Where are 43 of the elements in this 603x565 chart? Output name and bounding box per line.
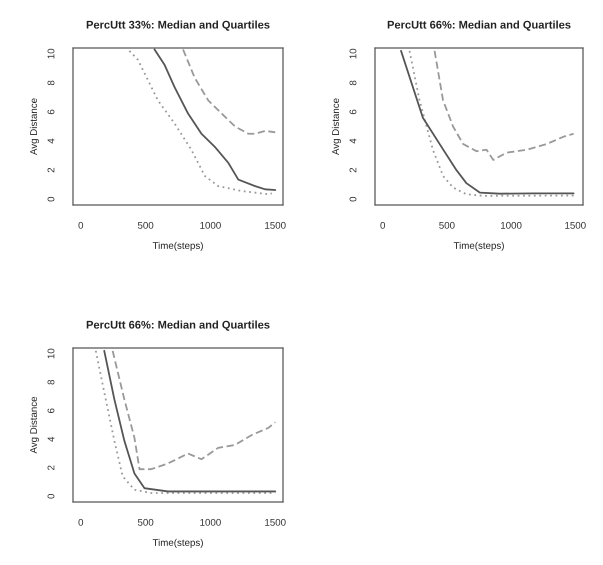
x-tick-label: 1000 bbox=[200, 518, 221, 526]
y-tick-label: 4 bbox=[350, 138, 356, 144]
y-axis-title: Avg Distance bbox=[30, 98, 39, 156]
x-tick-label: 0 bbox=[78, 518, 84, 526]
x-axis-title: Time(steps) bbox=[152, 242, 203, 251]
y-tick-label: 4 bbox=[48, 436, 54, 442]
x-tick-label: 1000 bbox=[200, 222, 221, 229]
y-tick-label: 8 bbox=[350, 80, 356, 86]
y-tick-label: 10 bbox=[350, 48, 356, 58]
y-tick-label: 6 bbox=[48, 110, 54, 114]
y-tick-label: 2 bbox=[48, 466, 54, 470]
y-tick-label: 0 bbox=[48, 196, 54, 202]
x-tick-label: 1500 bbox=[265, 222, 286, 229]
x-tick-label: 0 bbox=[380, 222, 386, 229]
y-tick-label: 6 bbox=[350, 110, 356, 114]
y-tick-label: 10 bbox=[48, 48, 54, 58]
x-tick-label: 1000 bbox=[501, 222, 522, 229]
x-tick-label: 500 bbox=[138, 222, 154, 229]
line-series bbox=[112, 350, 276, 470]
y-tick-label: 2 bbox=[350, 168, 356, 172]
y-axis-title: Avg Distance bbox=[332, 98, 341, 156]
y-tick-label: 4 bbox=[48, 138, 54, 144]
y-tick-label: 8 bbox=[48, 80, 54, 86]
chart-title: PercUtt 33%: Median and Quartiles bbox=[86, 20, 270, 31]
x-axis-title: Time(steps) bbox=[454, 242, 504, 251]
chart-title: PercUtt 66%: Median and Quartiles bbox=[388, 20, 571, 31]
x-tick-label: 500 bbox=[439, 222, 455, 229]
y-axis-title: Avg Distance bbox=[30, 396, 39, 454]
y-tick-label: 0 bbox=[350, 196, 356, 202]
x-tick-label: 500 bbox=[138, 518, 154, 526]
x-tick-label: 0 bbox=[78, 222, 84, 229]
y-tick-label: 6 bbox=[48, 408, 54, 413]
x-tick-label: 1500 bbox=[565, 222, 586, 229]
line-series bbox=[182, 48, 276, 135]
y-tick-label: 10 bbox=[48, 348, 54, 358]
y-tick-label: 8 bbox=[48, 380, 54, 385]
line-series bbox=[434, 50, 575, 161]
x-tick-label: 1500 bbox=[265, 518, 286, 526]
x-axis-title: Time(steps) bbox=[152, 538, 203, 548]
chart-title: PercUtt 66%: Median and Quartiles bbox=[86, 320, 270, 331]
y-tick-label: 0 bbox=[48, 494, 54, 499]
line-series bbox=[128, 50, 273, 196]
y-tick-label: 2 bbox=[48, 168, 54, 172]
